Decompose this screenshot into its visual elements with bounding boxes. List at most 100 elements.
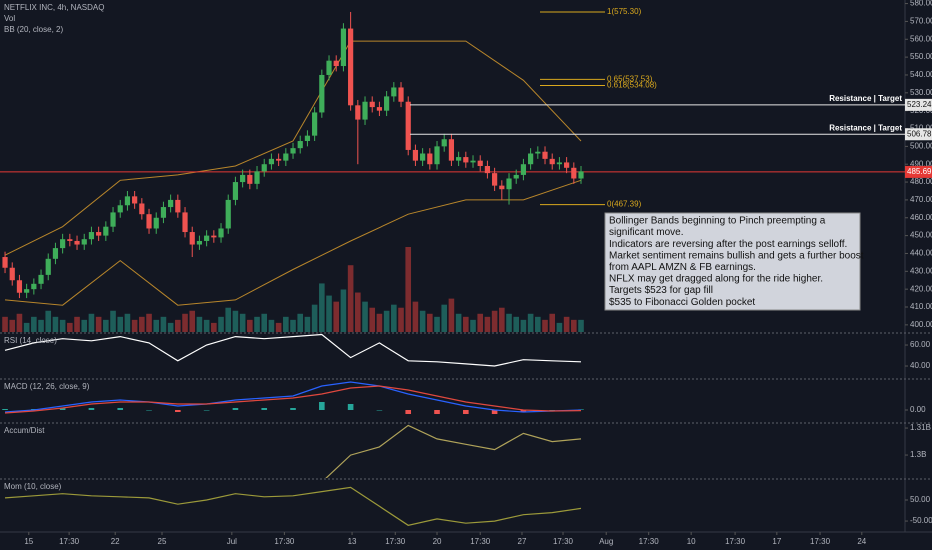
histogram-bar (261, 408, 268, 410)
candle-body (528, 153, 534, 165)
y-tick-label: 50.00 (910, 495, 931, 504)
candle-body (268, 158, 275, 165)
candle-body (456, 157, 462, 161)
y-tick-label: 460.00 (910, 213, 932, 222)
pane-group (4, 334, 582, 367)
candle-body (571, 167, 577, 179)
histogram-bar (578, 409, 584, 410)
candle-body (448, 139, 455, 161)
volume-bar (542, 319, 548, 332)
volume-bar (239, 313, 246, 332)
histogram-bar (434, 410, 440, 414)
candle-body (578, 171, 584, 179)
volume-bar (563, 316, 570, 332)
volume-bar (304, 316, 311, 332)
bb-label: BB (20, close, 2) (4, 25, 63, 34)
candle-body (247, 174, 253, 184)
volume-bar (513, 316, 520, 332)
candle-body (391, 87, 397, 97)
candle-body (88, 232, 95, 240)
volume-label: Vol (4, 14, 15, 23)
candle-body (477, 160, 483, 166)
price-box (905, 98, 932, 111)
x-tick-label: 17 (772, 537, 781, 546)
volume-bar (398, 307, 404, 332)
candle-body (290, 148, 296, 154)
volume-bar (383, 310, 390, 332)
candle-body (38, 274, 44, 284)
histogram-bar (549, 410, 556, 411)
candle-body (196, 240, 203, 245)
candle-body (74, 240, 80, 245)
histogram-bar (319, 402, 325, 410)
note-line: NFLX may get dragged along for the ride … (609, 274, 823, 285)
x-tick-label: 17:30 (810, 537, 831, 546)
volume-bar (2, 316, 8, 332)
histogram-bar (491, 410, 498, 414)
volume-bar (95, 316, 102, 332)
volume-bar (333, 301, 340, 332)
note: Bollinger Bands beginning to Pinch preem… (604, 212, 864, 311)
volume-bar (448, 298, 455, 332)
histogram-bar (59, 408, 66, 410)
candle-body (232, 182, 239, 200)
x-tick-label: 10 (687, 537, 696, 546)
indicator-line (4, 381, 582, 413)
volume-bar (527, 313, 534, 332)
fib-label: 0.618(534.08) (607, 81, 657, 90)
candle-body (405, 101, 411, 150)
x-tick-label: 20 (433, 537, 442, 546)
x-tick-label: 17:30 (553, 537, 574, 546)
volume-bar (74, 316, 80, 332)
y-tick-label: 580.00 (910, 0, 932, 8)
volume-bar (31, 316, 37, 332)
pane-title: MACD (12, 26, close, 9) (4, 382, 90, 391)
y-tick-label: 1.31B (910, 423, 931, 432)
histogram-bar (463, 410, 469, 414)
note-line: Bollinger Bands beginning to Pinch preem… (609, 216, 826, 227)
volume-bar (463, 316, 469, 332)
volume-bar (182, 313, 188, 332)
resistance-label: Resistance | Target (829, 123, 902, 132)
candle-body (376, 107, 383, 111)
candle-body (240, 174, 246, 183)
candle-body (225, 199, 231, 229)
resistance-label: Resistance | Target (829, 94, 902, 103)
candle-body (499, 185, 505, 190)
volume-bar (103, 319, 109, 332)
volume-bar (225, 307, 232, 332)
note-box (604, 212, 861, 311)
candle-body (132, 196, 138, 204)
candle-body (384, 96, 390, 111)
volume-bar (275, 322, 282, 332)
volume-bar (139, 316, 145, 332)
candle-body (369, 101, 375, 108)
candle-body (549, 158, 555, 165)
candle-body (2, 257, 8, 268)
x-tick-label: 15 (24, 537, 33, 546)
x-tick-label: 24 (857, 537, 866, 546)
candle-body (398, 87, 404, 102)
candle-body (110, 212, 116, 227)
indicator-line (4, 385, 582, 414)
candle-body (16, 280, 23, 293)
candle-body (261, 164, 267, 172)
volume-bar (203, 319, 210, 332)
x-tick-label: Jul (227, 537, 237, 546)
volume-bar (290, 319, 296, 332)
candle-body (463, 157, 469, 163)
candle-body (348, 28, 354, 106)
candle-body (24, 289, 30, 293)
y-tick-label: 510.00 (910, 124, 932, 133)
volume-bar (117, 316, 124, 332)
candle-body (427, 153, 433, 165)
candle-body (276, 158, 282, 161)
volume-bar (167, 322, 174, 332)
histogram-bar (88, 408, 95, 410)
indicator-line (4, 334, 582, 367)
pane-group (0, 11, 905, 332)
volume-bar (146, 313, 152, 332)
volume-bar (491, 310, 498, 332)
candle-body (189, 232, 195, 245)
